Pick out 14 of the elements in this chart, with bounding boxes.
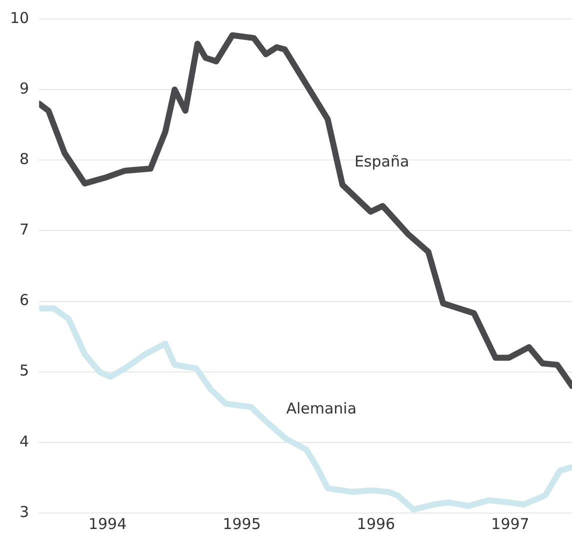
series-label: Alemania — [286, 399, 357, 418]
y-tick-label: 9 — [20, 79, 30, 98]
x-tick-label: 1996 — [356, 514, 396, 533]
y-tick-label: 3 — [20, 502, 30, 521]
y-tick-label: 6 — [20, 291, 30, 310]
x-tick-label: 1997 — [491, 514, 530, 533]
x-tick-label: 1995 — [222, 514, 261, 533]
y-tick-label: 4 — [20, 432, 30, 450]
y-tick-label: 5 — [20, 362, 30, 380]
y-tick-label: 10 — [10, 8, 30, 27]
y-tick-label: 8 — [20, 150, 30, 168]
x-tick-label: 1994 — [88, 514, 127, 533]
y-tick-label: 7 — [20, 220, 30, 239]
series-label: España — [354, 152, 410, 171]
